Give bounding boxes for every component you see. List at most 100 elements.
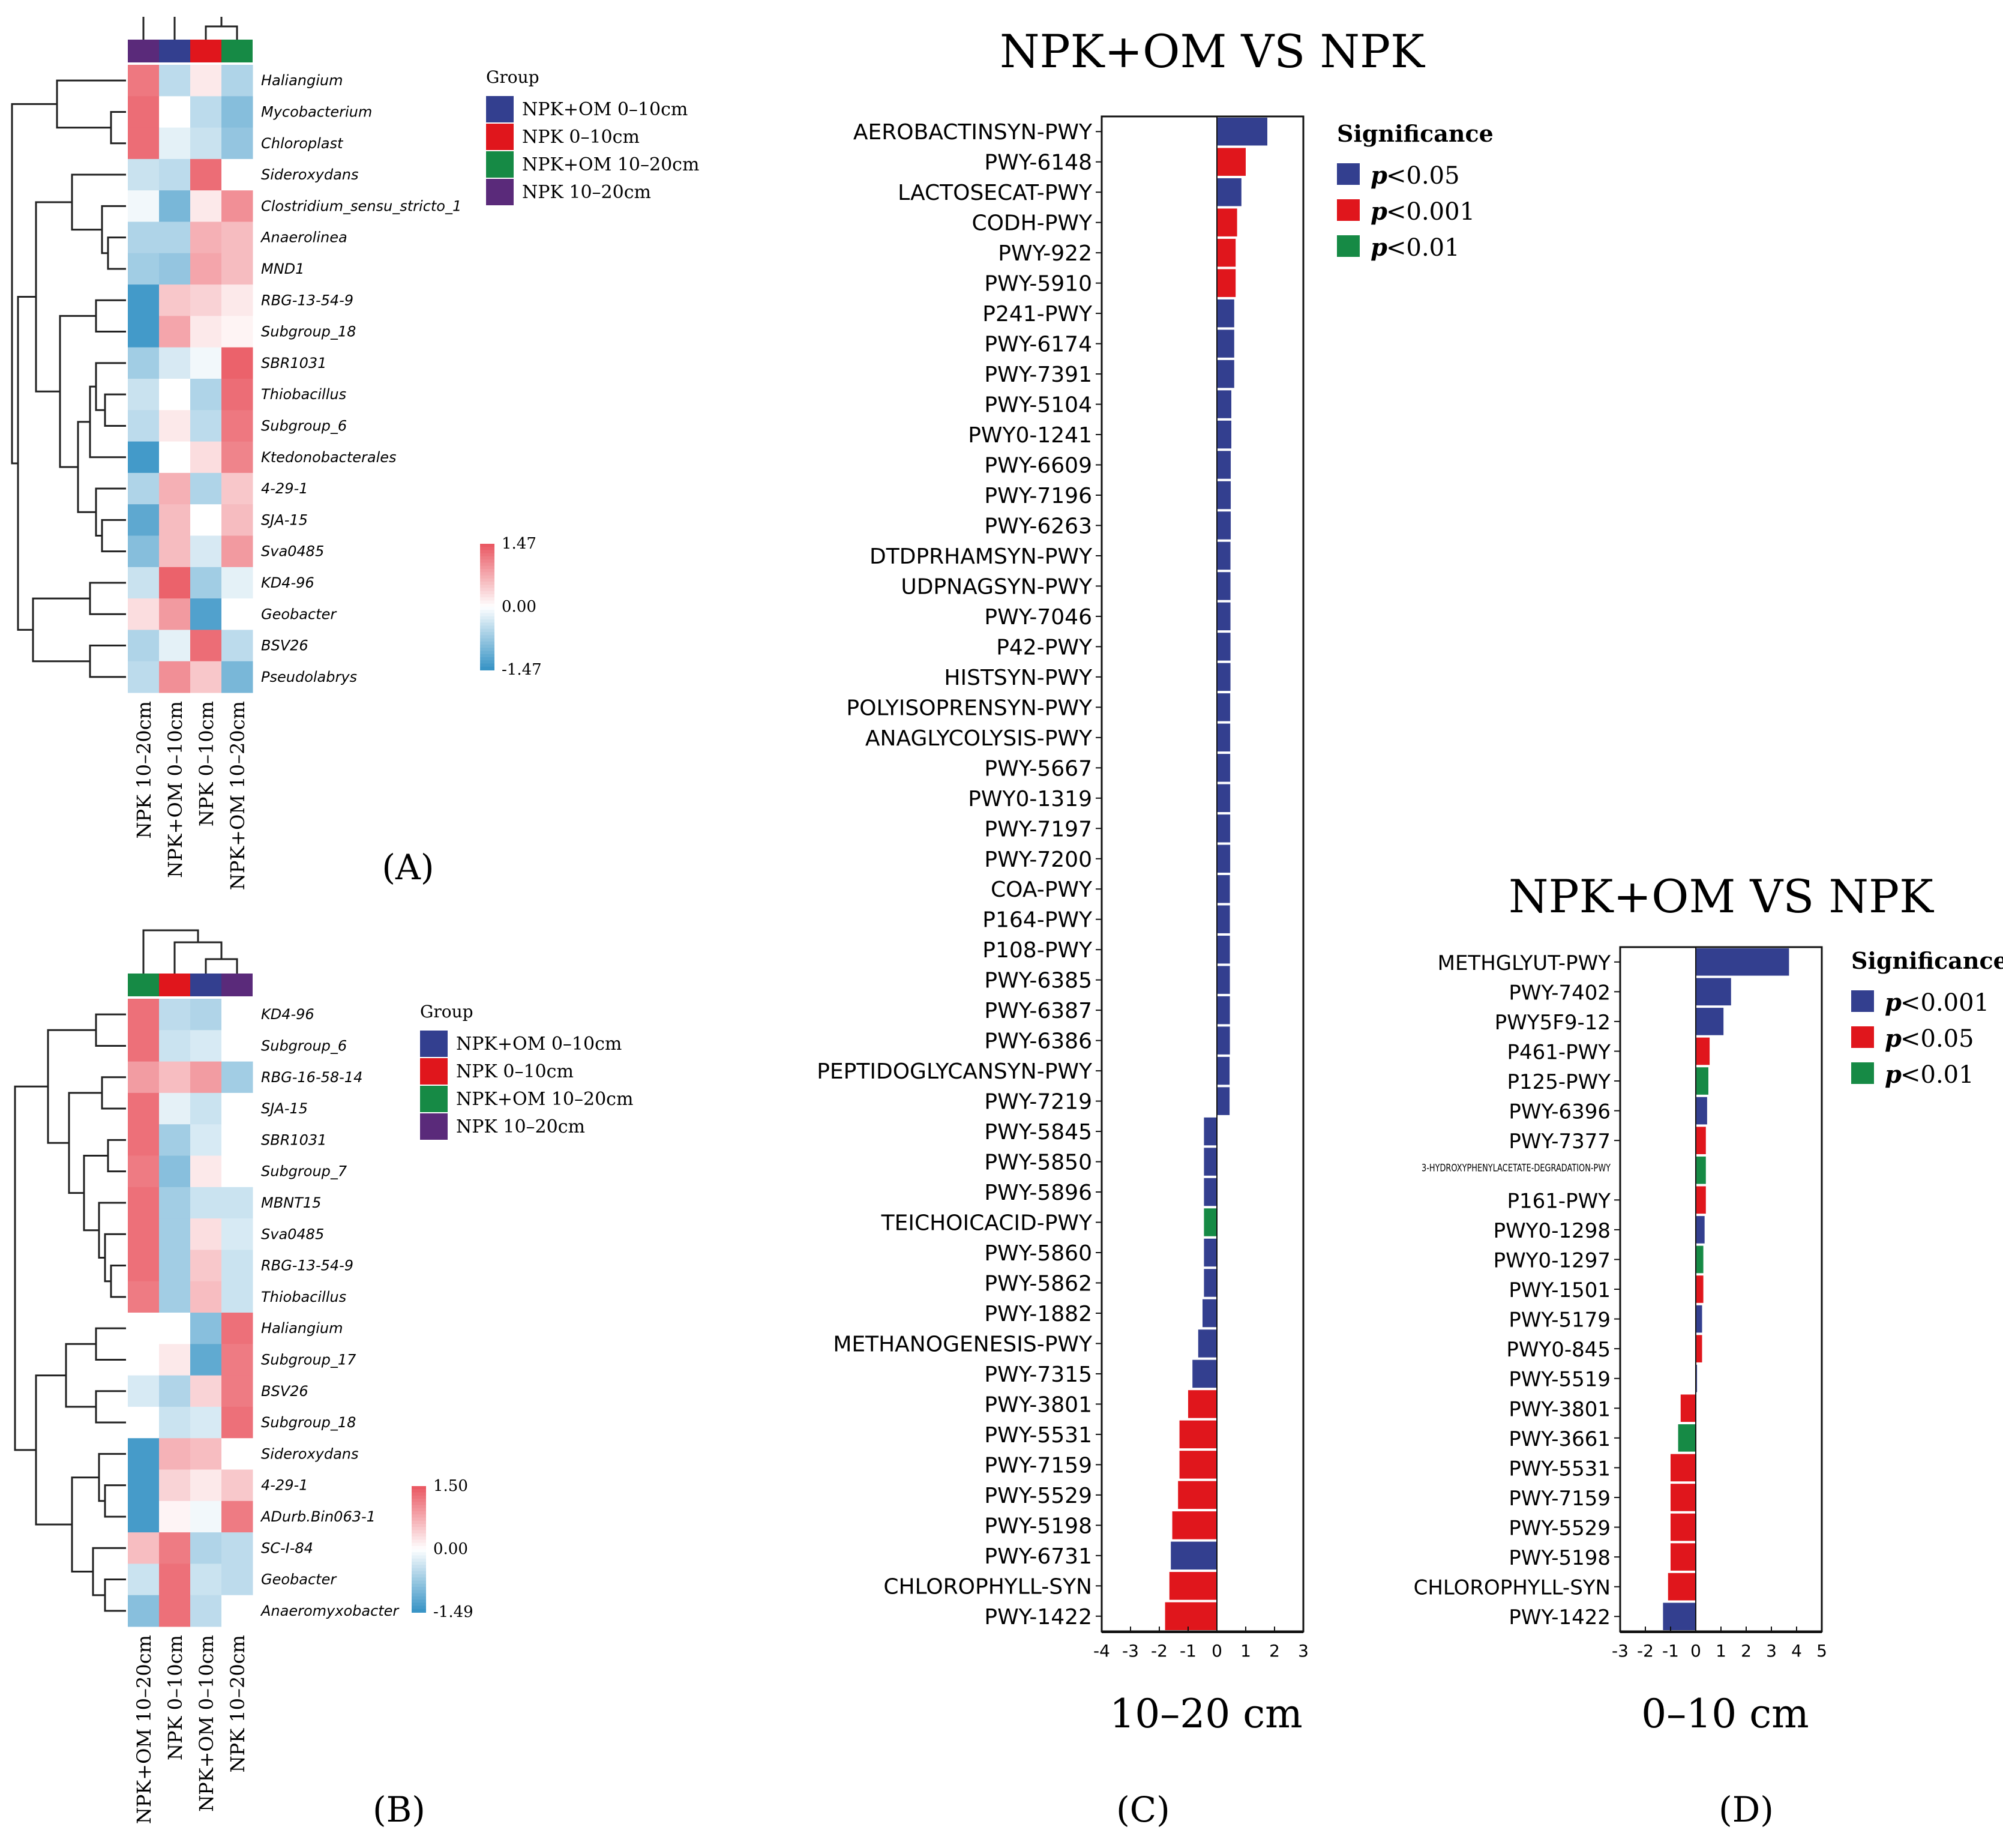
x-tick-label: 4	[1791, 1641, 1802, 1661]
column-color-strip-cell	[221, 974, 253, 996]
panel-d-label: (D)	[1719, 1789, 1774, 1830]
legend-p-symbol: p	[1371, 197, 1387, 226]
category-label: PWY-5519	[1509, 1368, 1611, 1392]
category-label: METHGLYUT-PWY	[1438, 951, 1611, 975]
heatmap-cell	[221, 127, 253, 160]
color-scale-step	[480, 613, 494, 617]
bar	[1217, 966, 1230, 994]
bar	[1663, 1603, 1696, 1631]
heatmap-cell	[221, 1406, 253, 1439]
x-tick-label: 1	[1240, 1641, 1251, 1661]
row-label: Sva0485	[261, 543, 324, 560]
legend-entry-label: NPK+OM 10–20cm	[522, 154, 699, 175]
heatmap-cell	[221, 253, 253, 285]
row-label: Anaerolinea	[260, 229, 347, 246]
heatmap-cell	[221, 1061, 253, 1094]
bar	[1217, 723, 1231, 752]
heatmap-cell	[221, 190, 253, 222]
dendrogram-branch	[104, 1579, 126, 1612]
panel-c-bar-chart: NPK+OM VS NPK AEROBACTINSYN-PWY PWY-6148 LA…	[817, 25, 1494, 1737]
bar	[1217, 1056, 1230, 1085]
bar	[1696, 1186, 1706, 1214]
color-scale-step	[480, 550, 494, 554]
category-label: PWY-7197	[984, 817, 1092, 841]
color-scale-step	[412, 1505, 426, 1509]
legend-swatch	[420, 1058, 448, 1085]
bar	[1217, 784, 1231, 813]
category-label: P125-PWY	[1507, 1070, 1611, 1094]
bar	[1204, 1269, 1217, 1297]
color-scale-step	[412, 1502, 426, 1506]
heatmap-cell	[221, 1092, 253, 1125]
color-scale-step	[412, 1492, 426, 1496]
row-label: KD4-96	[261, 574, 314, 591]
heatmap-cell	[159, 1313, 191, 1344]
x-tick-label: -3	[1612, 1641, 1629, 1661]
category-label: PWY-5531	[1509, 1457, 1611, 1481]
bar	[1696, 1037, 1710, 1065]
heatmap-cell	[159, 1250, 191, 1282]
bar	[1696, 1305, 1702, 1333]
heatmap-cell	[128, 1061, 160, 1094]
row-label: RBG-16-58-14	[261, 1069, 362, 1086]
heatmap-cell	[190, 1250, 222, 1282]
color-scale-step	[412, 1590, 426, 1594]
dendrogram-branch	[83, 1155, 108, 1232]
bar	[1217, 905, 1230, 933]
legend-p-symbol: p	[1371, 161, 1387, 190]
x-tick-label: -1	[1180, 1641, 1197, 1661]
category-label: PWY-6174	[984, 333, 1092, 357]
color-scale-step	[480, 628, 494, 633]
heatmap-cell	[190, 1218, 222, 1250]
category-label: P42-PWY	[996, 635, 1093, 660]
dendrogram-branch	[11, 103, 57, 465]
color-scale-step	[480, 565, 494, 570]
bar	[1680, 1394, 1696, 1422]
heatmap-cell	[221, 661, 253, 693]
dendrogram-branch	[95, 1390, 126, 1424]
row-label: Subgroup_18	[261, 1414, 356, 1431]
bar	[1217, 511, 1231, 540]
bar	[1671, 1484, 1696, 1511]
heatmap-cell	[221, 441, 253, 474]
row-label: Thiobacillus	[261, 386, 346, 403]
bar	[1217, 148, 1246, 176]
color-scale-step	[412, 1580, 426, 1585]
row-label: RBG-13-54-9	[261, 292, 353, 309]
category-label: PWY-7159	[1509, 1487, 1611, 1511]
color-scale-step	[412, 1571, 426, 1575]
dendrogram-branch	[98, 1202, 126, 1259]
heatmap-cell	[128, 1500, 160, 1533]
row-label: BSV26	[261, 637, 308, 654]
color-scale-step	[412, 1539, 426, 1544]
panel-b-column-dendrogram	[142, 929, 238, 974]
heatmap-cell	[221, 1030, 253, 1062]
heatmap-cell	[128, 96, 160, 128]
heatmap-cell	[190, 1438, 222, 1470]
row-label: Subgroup_17	[261, 1351, 356, 1368]
heatmap-cell	[159, 567, 191, 599]
heatmap-cell	[190, 999, 222, 1031]
color-scale-step	[412, 1517, 426, 1521]
dendrogram-branch	[71, 1476, 99, 1573]
category-label: PWY-6386	[984, 1029, 1092, 1054]
category-label: CODH-PWY	[971, 211, 1093, 236]
heatmap-cell	[128, 190, 160, 222]
column-color-strip-cell	[159, 974, 190, 996]
heatmap-cell	[128, 567, 160, 599]
color-scale-step	[480, 582, 494, 586]
dendrogram-branch	[104, 1233, 126, 1283]
heatmap-cell	[159, 1061, 191, 1094]
color-scale-step	[480, 594, 494, 598]
bar	[1696, 1275, 1704, 1303]
heatmap-cell	[221, 379, 253, 411]
panel-b-row-dendrogram	[14, 1013, 126, 1612]
row-label: Anaeromyxobacter	[260, 1603, 400, 1619]
heatmap-cell	[190, 1061, 222, 1094]
bar	[1217, 390, 1231, 418]
row-label: Subgroup_18	[261, 324, 356, 340]
x-tick-label: -4	[1093, 1641, 1110, 1661]
category-label: PWY-6148	[984, 151, 1092, 175]
row-label: Haliangium	[261, 1320, 343, 1337]
